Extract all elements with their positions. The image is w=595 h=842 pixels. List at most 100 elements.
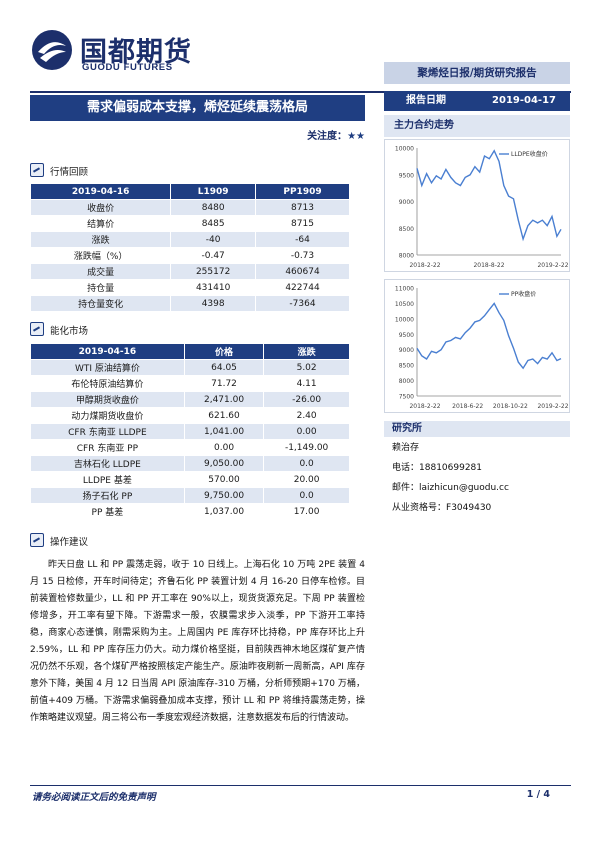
y-tick-label: 8000 <box>399 378 414 385</box>
table-row: 动力煤期货收盘价 621.60 2.40 <box>30 407 350 424</box>
x-tick-label: 2018-8-22 <box>473 262 504 269</box>
table-cell: -26.00 <box>263 391 350 408</box>
table-cell: 0.00 <box>263 423 350 440</box>
y-tick-label: 9500 <box>399 172 414 179</box>
table-row: 持仓量变化 4398 -7364 <box>29 295 351 312</box>
market-review-header: 行情回顾 <box>30 163 365 179</box>
chemical-market-table: 2019-04-16 价格 涨跌 WTI 原油结算价 64.05 5.02 布伦特原油… <box>30 343 350 520</box>
email-label: 邮件： <box>392 483 420 493</box>
advice-title: 操作建议 <box>50 537 89 548</box>
table-cell: 8480 <box>170 199 256 216</box>
table-cell: 8713 <box>254 199 351 216</box>
lldpe-chart: 8000 8500 9000 9500 10000 2018-2-22 2018-8-22 2… <box>384 139 570 272</box>
table-row: 扬子石化 PP 9,750.00 0.0 <box>30 487 350 504</box>
table-cell: 20.00 <box>263 471 350 488</box>
analyst-email: 邮件：laizhicun@guodu.cc <box>392 480 509 493</box>
y-tick-label: 7500 <box>399 394 414 401</box>
chemical-market-header: 能化市场 <box>30 322 365 338</box>
table-cell: -1,149.00 <box>263 439 350 456</box>
table-row: 涨跌幅（%） -0.47 -0.73 <box>29 247 351 264</box>
series-line <box>416 302 562 370</box>
row-label: WTI 原油结算价 <box>30 359 185 376</box>
table-cell: 8485 <box>170 215 256 232</box>
row-label: 成交量 <box>29 263 172 280</box>
report-headline: 需求偏弱成本支撑，烯烃延续震荡格局 <box>30 95 365 121</box>
chemical-market-title: 能化市场 <box>50 326 89 337</box>
phone-value: 18810699281 <box>419 463 483 473</box>
table-cell: -0.47 <box>170 247 256 264</box>
row-label: 持仓量变化 <box>29 295 172 312</box>
table-cell: 0.00 <box>183 439 265 456</box>
y-tick-label: 8000 <box>399 253 414 260</box>
table-row: 涨跌 -40 -64 <box>29 231 351 248</box>
y-tick-label: 10000 <box>395 146 414 153</box>
table-cell: 4398 <box>170 295 256 312</box>
row-label: CFR 东南亚 LLDPE <box>30 423 185 440</box>
section-icon <box>30 163 44 177</box>
report-date: 2019-04-17 <box>492 95 556 106</box>
table-row: 收盘价 8480 8713 <box>29 199 351 216</box>
legend-label: PP收盘价 <box>511 290 536 298</box>
table-cell: 64.05 <box>183 359 265 376</box>
report-date-label: 报告日期 <box>406 95 446 106</box>
table-cell: -40 <box>170 231 256 248</box>
pp-chart-svg: 7500 8000 8500 9000 9500 10000 10500 11000 2018-… <box>395 286 569 411</box>
row-label: 吉林石化 LLDPE <box>30 455 185 472</box>
analyst-phone: 电话：18810699281 <box>392 460 482 473</box>
x-tick-label: 2018-10-22 <box>493 403 528 410</box>
table-cell: 570.00 <box>183 471 265 488</box>
table-row: PP 基差 1,037.00 17.00 <box>30 503 350 520</box>
attention-rating: 关注度：★★ <box>200 127 365 142</box>
y-tick-label: 9000 <box>399 199 414 206</box>
chart-section-title: 主力合约走势 <box>384 115 570 137</box>
y-tick-label: 9500 <box>399 332 414 339</box>
section-icon <box>30 322 44 336</box>
analyst-section-title: 研究所 <box>384 421 570 437</box>
table-cell: 1,037.00 <box>183 503 265 520</box>
table-cell: 9,750.00 <box>183 487 265 504</box>
pp-chart: 7500 8000 8500 9000 9500 10000 10500 11000 2018-… <box>384 279 570 413</box>
report-type-banner: 聚烯烃日报/期货研究报告 <box>384 62 570 84</box>
table-cell: -0.73 <box>254 247 351 264</box>
table-header: 2019-04-16 <box>30 343 185 360</box>
report-date-bar: 报告日期 2019-04-17 <box>384 91 570 111</box>
y-tick-label: 9000 <box>399 347 414 354</box>
table-header: 涨跌 <box>263 343 350 360</box>
cert-label: 从业资格号： <box>392 503 447 513</box>
row-label: 涨跌 <box>29 231 172 248</box>
table-cell: 5.02 <box>263 359 350 376</box>
analyst-name: 赖治存 <box>392 443 420 453</box>
row-label: 涨跌幅（%） <box>29 247 172 264</box>
table-cell: 8715 <box>254 215 351 232</box>
table-row: 布伦特原油结算价 71.72 4.11 <box>30 375 350 392</box>
advice-text: 昨天日盘 LL 和 PP 震荡走弱，收于 10 日线上。上海石化 10 万吨 2… <box>30 560 365 723</box>
table-cell: 71.72 <box>183 375 265 392</box>
row-label: CFR 东南亚 PP <box>30 439 185 456</box>
analyst-cert: 从业资格号：F3049430 <box>392 500 491 513</box>
series-line <box>416 149 562 242</box>
table-cell: 4.11 <box>263 375 350 392</box>
row-label: 扬子石化 PP <box>30 487 185 504</box>
footer-divider <box>30 785 571 786</box>
table-cell: 9,050.00 <box>183 455 265 472</box>
phone-label: 电话： <box>392 463 420 473</box>
logo-mark-icon <box>32 30 72 70</box>
cert-value: F3049430 <box>446 503 492 513</box>
table-cell: 0.0 <box>263 487 350 504</box>
row-label: 甲醇期货收盘价 <box>30 391 185 408</box>
table-cell: 431410 <box>170 279 256 296</box>
table-row: CFR 东南亚 LLDPE 1,041.00 0.00 <box>30 423 350 440</box>
table-row: 持仓量 431410 422744 <box>29 279 351 296</box>
legend-label: LLDPE收盘价 <box>511 150 548 158</box>
logo-name-cn: 国都期货 <box>80 37 192 68</box>
header-divider <box>30 91 571 93</box>
footer-disclaimer: 请务必阅读正文后的免责声明 <box>32 792 156 803</box>
table-header: PP1909 <box>254 183 351 200</box>
email-value[interactable]: laizhicun@guodu.cc <box>419 483 509 493</box>
table-row: 结算价 8485 8715 <box>29 215 351 232</box>
table-header: L1909 <box>170 183 256 200</box>
section-icon <box>30 533 44 547</box>
table-cell: 2,471.00 <box>183 391 265 408</box>
table-cell: 17.00 <box>263 503 350 520</box>
market-review-table: 2019-04-16 L1909 PP1909 收盘价 8480 8713 结算价 84… <box>29 183 351 312</box>
